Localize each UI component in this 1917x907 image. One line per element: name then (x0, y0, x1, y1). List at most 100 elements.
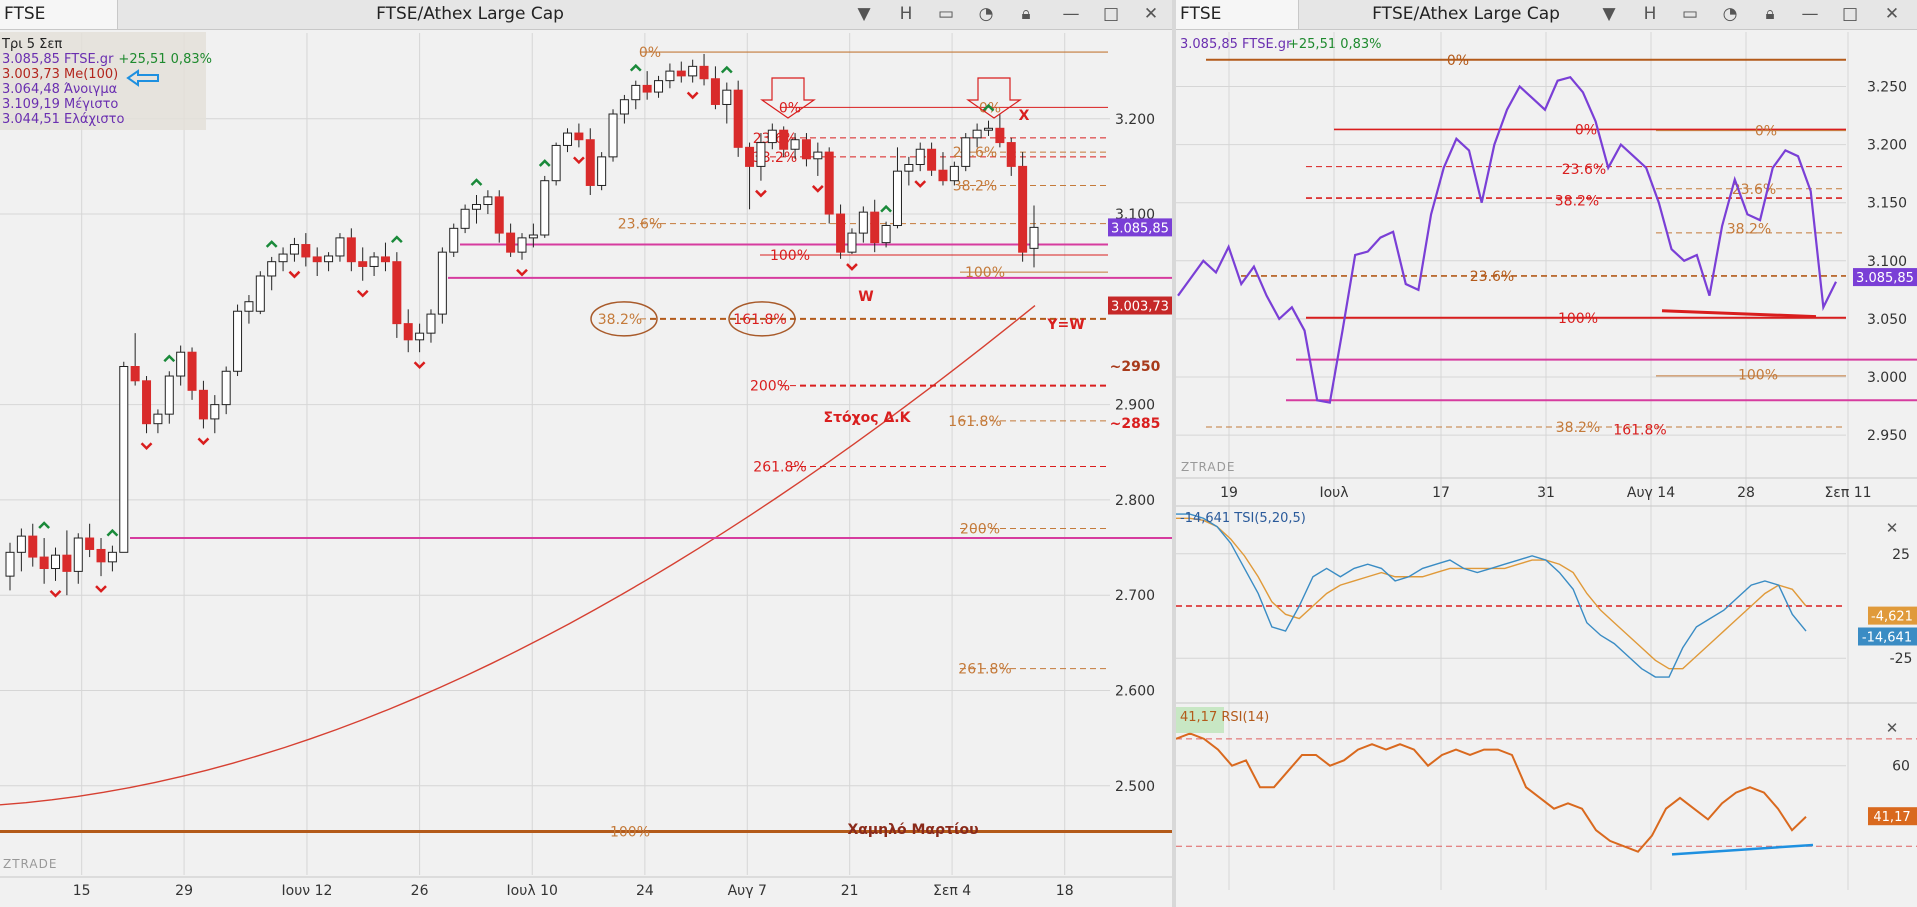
maximize-icon[interactable]: □ (1841, 4, 1859, 24)
close-icon: ✕ (1886, 719, 1899, 737)
fib-label: 23.6% (1562, 162, 1606, 178)
candle-body (813, 151, 823, 160)
last-price-badge (1108, 218, 1172, 237)
fib-label: 23.6% (1470, 269, 1514, 285)
fib-label: 23.6% (953, 145, 997, 161)
close-icon[interactable]: ✕ (1143, 4, 1159, 24)
up-fractal-icon (390, 235, 403, 244)
minimize-icon[interactable]: — (1062, 4, 1080, 24)
x-tick-label: Σεπ 4 (933, 883, 971, 899)
candle-body (517, 237, 527, 253)
candle-body (563, 132, 573, 146)
candle-body (403, 323, 413, 341)
fib-label: 261.8% (753, 460, 806, 476)
y-tick-label: 3.050 (1867, 312, 1907, 328)
y-tick-label: 2.800 (1115, 493, 1155, 509)
candle-body (608, 113, 618, 158)
down-fractal-icon (516, 268, 528, 277)
circle-382-icon (590, 301, 658, 337)
window-icon[interactable]: ▭ (1681, 4, 1699, 24)
candle-body (233, 310, 243, 372)
left-symbol-tab[interactable]: FTSE (0, 0, 118, 29)
fib-label: 200% (750, 379, 790, 395)
panel-divider[interactable] (1172, 0, 1176, 907)
fib-label: 0% (639, 45, 661, 61)
candle-body (85, 537, 95, 550)
candle-body (551, 144, 561, 182)
tsi-signal-line (1176, 517, 1807, 670)
candle-body (858, 211, 868, 234)
fib-label: 100% (1738, 368, 1778, 384)
fib-label: 38.2% (598, 312, 642, 328)
lock-icon[interactable]: 🔒︎ (1021, 4, 1031, 24)
x-tick-label: 29 (175, 883, 193, 899)
info-line: Τρι 5 Σεπ (1, 37, 62, 52)
fib-label: 0% (1575, 122, 1597, 138)
last-price-text: 3.085,85 (1111, 221, 1169, 236)
x-tick-label: Ιουν 12 (282, 883, 333, 899)
fib-label: 161.8% (948, 414, 1001, 430)
comment-icon[interactable]: ◔ (978, 4, 994, 24)
dropdown-chevron-icon[interactable]: ▼ (857, 4, 871, 24)
up-fractal-icon (38, 521, 51, 529)
candle-body (915, 148, 925, 165)
watermark: ZTRADE (1181, 460, 1235, 474)
candle-body (597, 156, 607, 186)
y-tick-label: 3.000 (1867, 370, 1907, 386)
up-fractal-icon (106, 528, 119, 537)
fib-label: 100% (1558, 311, 1598, 327)
candle-body (710, 78, 720, 105)
candle-body (62, 554, 72, 572)
fib-label: 38.2% (1556, 420, 1600, 436)
down-fractal-icon (755, 189, 767, 198)
comment-icon[interactable]: ◔ (1722, 4, 1738, 24)
up-fractal-icon (470, 178, 483, 186)
fib-label: 23.6% (618, 217, 662, 233)
candle-body (471, 204, 481, 210)
right-indicator-charts[interactable]: 3.085,85 FTSE.gr+25,51 0,83% 3.250 3.200 3.… (1176, 0, 1917, 907)
x-tick-label: 15 (73, 883, 91, 899)
candle-body (995, 127, 1005, 144)
fib-label: 38.2% (1727, 221, 1771, 237)
x-tick-label: 28 (1737, 485, 1755, 501)
candle-body (142, 380, 152, 425)
candle-body (1018, 165, 1028, 253)
fib-label: 161.8% (733, 312, 786, 328)
h-button[interactable]: H (899, 4, 913, 24)
candle-body (51, 554, 61, 570)
window-icon[interactable]: ▭ (937, 4, 955, 24)
candle-body (631, 84, 641, 101)
x-tick-label: 17 (1432, 485, 1450, 501)
y-tick-label: 60 (1892, 759, 1910, 775)
right-symbol-tab[interactable]: FTSE (1176, 0, 1299, 29)
candle-body (904, 163, 914, 172)
x-tick-label: Σεπ 11 (1824, 485, 1871, 501)
candle-body (415, 332, 425, 341)
fib-label: 38.2% (953, 178, 997, 194)
candle-body (198, 389, 208, 420)
candle-body (699, 65, 709, 80)
lock-icon[interactable]: 🔒︎ (1765, 4, 1775, 24)
up-fractal-icon (629, 63, 642, 72)
candle-body (676, 70, 686, 77)
candle-body (460, 208, 470, 229)
right-chart-window: FTSE FTSE/Athex Large Cap ▼ H ▭ ◔ 🔒︎ — □… (1176, 0, 1917, 907)
march-low-label: Χαμηλό Μαρτίου (847, 822, 978, 838)
maximize-icon[interactable]: □ (1102, 4, 1120, 24)
y-tick-label: -25 (1890, 651, 1913, 667)
candle-body (494, 196, 504, 234)
minimize-icon[interactable]: — (1801, 4, 1819, 24)
info-change: +25,51 0,83% (118, 52, 212, 67)
h-button[interactable]: H (1643, 4, 1657, 24)
down-fractal-icon (288, 270, 301, 279)
y-tick-label: 3.200 (1867, 138, 1907, 154)
candle-body (824, 151, 834, 215)
y-tick-label: 2.500 (1115, 779, 1155, 795)
candle-body (801, 139, 811, 160)
down-fractal-icon (811, 185, 824, 193)
close-icon[interactable]: ✕ (1884, 4, 1900, 24)
dropdown-chevron-icon[interactable]: ▼ (1602, 4, 1616, 24)
candle-body (745, 146, 755, 167)
candle-body (278, 253, 288, 263)
